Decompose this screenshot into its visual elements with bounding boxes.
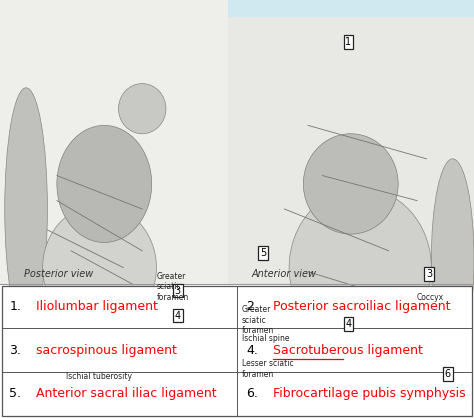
Ellipse shape (43, 205, 156, 330)
Text: 5: 5 (260, 248, 266, 258)
Text: 3: 3 (175, 285, 181, 296)
Text: Sacrotuberous ligament: Sacrotuberous ligament (273, 344, 422, 357)
Text: 4: 4 (175, 311, 181, 321)
Text: Greater
sciatic
foramen: Greater sciatic foramen (242, 305, 274, 335)
Text: 6.: 6. (246, 387, 258, 400)
Text: 4: 4 (346, 319, 351, 329)
Text: Posterior view: Posterior view (24, 269, 93, 279)
Text: 1.: 1. (9, 300, 21, 313)
Text: 1: 1 (346, 37, 351, 47)
Text: 2.: 2. (246, 300, 258, 313)
Ellipse shape (57, 125, 152, 242)
Text: 3: 3 (426, 269, 432, 279)
FancyBboxPatch shape (228, 0, 474, 17)
Ellipse shape (289, 188, 431, 347)
Text: 5.: 5. (9, 387, 21, 400)
Ellipse shape (303, 134, 398, 234)
Text: Anterior view: Anterior view (251, 269, 316, 279)
FancyBboxPatch shape (228, 0, 474, 284)
Text: Posterior sacroiliac ligament: Posterior sacroiliac ligament (273, 300, 450, 313)
Text: Anterior sacral iliac ligament: Anterior sacral iliac ligament (36, 387, 216, 400)
Text: 6: 6 (445, 369, 451, 379)
Text: Iliolumbar ligament: Iliolumbar ligament (36, 300, 157, 313)
Text: 3.: 3. (9, 344, 21, 357)
Text: Coccyx: Coccyx (417, 293, 444, 302)
Text: Greater
sciatic
foramen: Greater sciatic foramen (156, 272, 189, 301)
Text: Ischial spine: Ischial spine (242, 334, 289, 344)
Ellipse shape (118, 84, 166, 134)
Text: Fibrocartilage pubis symphysis: Fibrocartilage pubis symphysis (273, 387, 465, 400)
Text: Lesser sciatic
foramen: Lesser sciatic foramen (242, 359, 293, 379)
FancyBboxPatch shape (0, 0, 228, 284)
Ellipse shape (5, 88, 47, 330)
Text: Ischial tuberosity: Ischial tuberosity (66, 372, 132, 381)
Text: sacrospinous ligament: sacrospinous ligament (36, 344, 176, 357)
FancyBboxPatch shape (2, 286, 472, 416)
Ellipse shape (431, 159, 474, 359)
Text: 4.: 4. (246, 344, 258, 357)
